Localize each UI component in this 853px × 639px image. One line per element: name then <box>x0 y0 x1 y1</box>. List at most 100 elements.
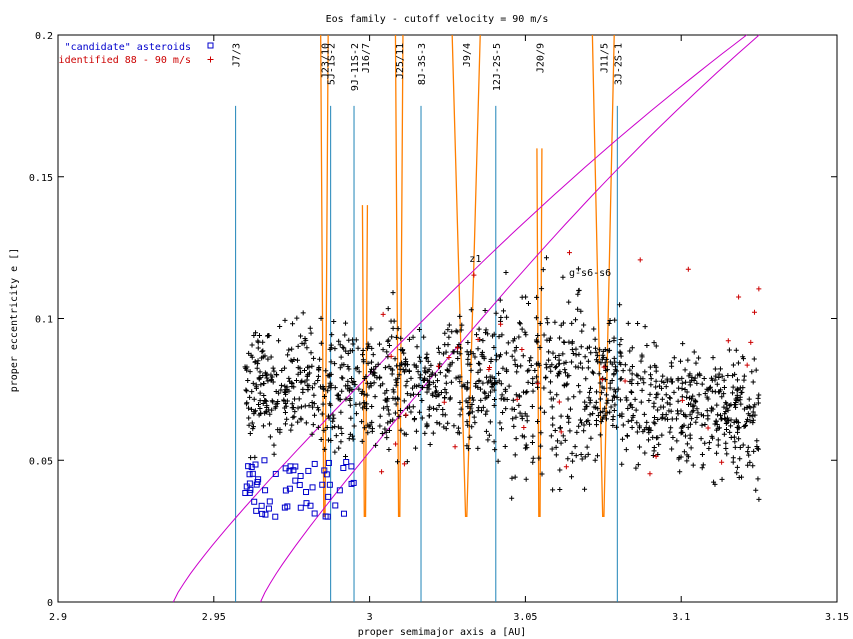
family-member-point <box>492 381 498 387</box>
family-member-point <box>679 429 685 435</box>
family-member-point <box>295 405 301 411</box>
family-member-point <box>354 365 360 371</box>
family-member-point <box>476 326 482 332</box>
family-member-point <box>382 365 388 371</box>
family-member-point <box>365 430 371 436</box>
family-member-point <box>592 336 598 342</box>
family-member-point <box>740 442 746 448</box>
family-member-point <box>588 435 594 441</box>
family-member-point <box>573 453 579 459</box>
family-member-point <box>261 392 267 398</box>
family-member-point <box>277 429 283 435</box>
family-member-point <box>564 381 570 387</box>
family-member-point <box>416 391 422 397</box>
family-member-point <box>341 362 347 368</box>
family-member-point <box>422 365 428 371</box>
family-member-point <box>331 415 337 421</box>
y-axis: 0 0.05 0.1 0.15 0.2 <box>29 31 837 609</box>
family-member-point <box>572 444 578 450</box>
family-member-point <box>746 452 752 458</box>
identified-point <box>380 311 386 317</box>
candidate-point <box>348 480 355 487</box>
family-member-point <box>347 396 353 402</box>
family-member-point <box>603 392 609 398</box>
family-member-point <box>611 335 617 341</box>
family-member-point <box>655 407 661 413</box>
family-member-point <box>528 355 534 361</box>
family-member-point <box>530 455 536 461</box>
family-member-point <box>637 444 643 450</box>
family-member-point <box>604 410 610 416</box>
family-member-point <box>435 345 441 351</box>
family-member-point <box>569 474 575 480</box>
family-member-point <box>504 367 510 373</box>
family-member-point <box>685 357 691 363</box>
family-member-point <box>384 398 390 404</box>
family-member-point <box>499 392 505 398</box>
family-member-point <box>519 413 525 419</box>
family-member-point <box>706 446 712 452</box>
family-member-point <box>534 374 540 380</box>
family-member-point <box>545 320 551 326</box>
family-member-point <box>715 425 721 431</box>
family-member-point <box>629 425 635 431</box>
family-member-point <box>511 406 517 412</box>
family-member-point <box>483 327 489 333</box>
family-member-point <box>656 441 662 447</box>
candidate-point <box>340 510 347 517</box>
family-member-point <box>647 364 653 370</box>
family-member-point <box>744 416 750 422</box>
family-member-point <box>639 387 645 393</box>
family-member-point <box>426 386 432 392</box>
family-member-point <box>497 297 503 303</box>
identified-point <box>514 396 520 402</box>
family-member-point <box>308 350 314 356</box>
family-member-point <box>348 415 354 421</box>
family-member-point <box>745 411 751 417</box>
family-member-point <box>454 349 460 355</box>
family-member-point <box>367 369 373 375</box>
family-member-point <box>315 424 321 430</box>
family-member-point <box>603 356 609 362</box>
family-member-point <box>371 380 377 386</box>
family-member-point <box>252 454 258 460</box>
family-member-point <box>735 360 741 366</box>
family-member-point <box>443 349 449 355</box>
family-member-point <box>548 379 554 385</box>
family-member-point <box>723 446 729 452</box>
family-member-point <box>390 325 396 331</box>
family-member-point <box>611 408 617 414</box>
family-member-point <box>648 382 654 388</box>
family-member-point <box>472 354 478 360</box>
family-member-point <box>247 394 253 400</box>
family-member-point <box>343 396 349 402</box>
family-member-point <box>491 439 497 445</box>
family-member-point <box>573 364 579 370</box>
family-member-point <box>499 332 505 338</box>
family-member-point <box>623 395 629 401</box>
family-member-point <box>540 267 546 273</box>
family-member-point <box>658 404 664 410</box>
family-member-point <box>513 392 519 398</box>
family-member-point <box>597 410 603 416</box>
candidate-point <box>272 470 279 477</box>
family-member-point <box>573 352 579 358</box>
family-member-point <box>541 409 547 415</box>
family-member-point <box>434 378 440 384</box>
family-member-point <box>681 422 687 428</box>
family-member-point <box>404 391 410 397</box>
family-member-point <box>680 341 686 347</box>
family-member-point <box>322 446 328 452</box>
family-member-point <box>709 388 715 394</box>
family-member-point <box>602 405 608 411</box>
family-member-point <box>673 416 679 422</box>
identified-point <box>487 365 493 371</box>
family-member-point <box>293 377 299 383</box>
family-member-point <box>402 362 408 368</box>
family-member-point <box>505 340 511 346</box>
family-member-point <box>565 373 571 379</box>
family-member-point <box>745 462 751 468</box>
family-member-point <box>476 405 482 411</box>
family-member-point <box>295 371 301 377</box>
family-member-point <box>628 402 634 408</box>
